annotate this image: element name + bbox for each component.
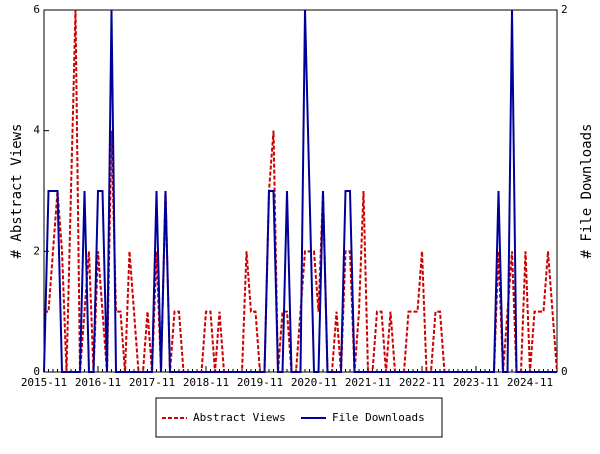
y2-tick-label: 2 [561, 3, 568, 16]
series-line [43, 9, 557, 373]
x-tick-label: 2015-11 [21, 376, 67, 389]
x-tick-label: 2024-11 [507, 376, 553, 389]
x-tick-label: 2016-11 [75, 376, 121, 389]
y-axis-label: # Abstract Views [9, 124, 25, 259]
legend [155, 397, 443, 438]
y-tick-label: 4 [33, 124, 40, 137]
legend-label: Abstract Views [193, 411, 286, 424]
y2-tick-label: 0 [561, 365, 568, 378]
x-tick-label: 2017-11 [129, 376, 175, 389]
y-tick-label: 2 [33, 244, 40, 257]
x-tick-label: 2019-11 [237, 376, 283, 389]
x-tick-label: 2020-11 [291, 376, 337, 389]
y-tick-label: 6 [33, 3, 40, 16]
x-tick-label: 2022-11 [399, 376, 445, 389]
x-tick-label: 2021-11 [345, 376, 391, 389]
x-tick-label: 2023-11 [453, 376, 499, 389]
y2-axis-label: # File Downloads [579, 124, 595, 259]
x-tick-label: 2018-11 [183, 376, 229, 389]
legend-label: File Downloads [332, 411, 425, 424]
y-tick-label: 0 [33, 365, 40, 378]
